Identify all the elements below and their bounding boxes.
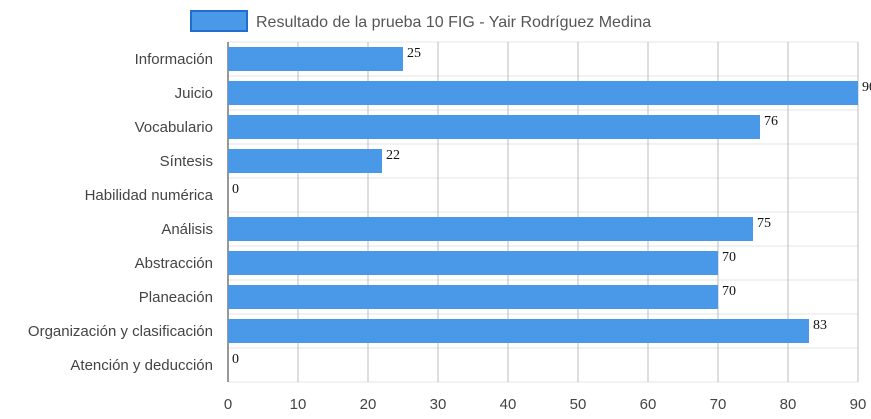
category-label: Atención y deducción [70,357,213,374]
bar[interactable] [228,217,753,241]
x-tick-label: 10 [290,396,307,413]
x-tick-label: 40 [500,396,517,413]
x-tick-label: 30 [430,396,447,413]
category-label: Síntesis [160,153,213,170]
legend-swatch [190,10,248,32]
value-label: 75 [757,216,771,231]
category-label: Planeación [139,289,213,306]
x-tick-label: 90 [850,396,867,413]
x-tick-label: 20 [360,396,377,413]
x-tick-label: 50 [570,396,587,413]
bar[interactable] [228,149,382,173]
value-label: 70 [722,250,736,265]
legend-label: Resultado de la prueba 10 FIG - Yair Rod… [256,14,651,31]
x-axis-ticks: 0 10 20 30 40 50 60 70 80 90 [224,396,867,413]
value-label: 83 [813,318,827,333]
category-label: Organización y clasificación [28,323,213,340]
category-labels: Información Juicio Vocabulario Síntesis Habi… [28,51,214,374]
value-labels: 25 90 76 22 0 75 70 70 83 0 [232,46,871,367]
value-label: 22 [386,148,400,163]
category-label: Información [135,51,213,68]
bar[interactable] [228,251,718,275]
category-label: Habilidad numérica [85,187,214,204]
category-label: Abstracción [135,255,213,272]
value-label: 0 [232,352,239,367]
bars [228,47,858,343]
value-label: 90 [862,80,871,95]
category-label: Análisis [161,221,213,238]
bar[interactable] [228,285,718,309]
bar[interactable] [228,81,858,105]
value-label: 70 [722,284,736,299]
category-label: Vocabulario [135,119,213,136]
bar[interactable] [228,47,403,71]
category-label: Juicio [175,85,213,102]
legend[interactable]: Resultado de la prueba 10 FIG - Yair Rod… [190,10,651,32]
bar[interactable] [228,115,760,139]
value-label: 25 [407,46,421,61]
x-tick-label: 70 [710,396,727,413]
value-label: 0 [232,182,239,197]
x-tick-label: 60 [640,396,657,413]
value-label: 76 [764,114,778,129]
x-tick-label: 80 [780,396,797,413]
x-tick-label: 0 [224,396,232,413]
bar[interactable] [228,319,809,343]
